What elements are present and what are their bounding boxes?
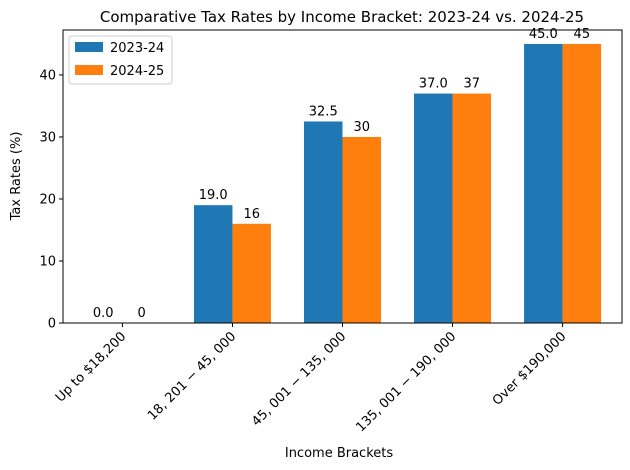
y-tick-label: 10: [39, 254, 56, 269]
data-label: 45: [574, 27, 591, 42]
x-tick-label: Up to $18,200: [53, 329, 129, 405]
y-tick-label: 40: [39, 68, 56, 83]
legend-swatch-2024-25: [75, 65, 103, 75]
data-label: 19.0: [199, 188, 228, 203]
x-axis-label: Income Brackets: [285, 446, 394, 461]
data-label: 37.0: [419, 77, 448, 92]
legend-label-2023-24: 2023-24: [110, 41, 164, 56]
y-tick-label: 20: [39, 192, 56, 207]
y-tick-label: 30: [39, 130, 56, 145]
bar-2023-24-1: [193, 205, 233, 323]
y-tick-label: 0: [48, 317, 56, 332]
legend: 2023-24 2024-25: [68, 35, 173, 85]
bar-2023-24-3: [414, 93, 453, 323]
legend-swatch-2023-24: [75, 42, 103, 52]
plot-frame: [62, 29, 623, 324]
bar-2024-25-2: [342, 136, 382, 323]
data-label: 0.0: [93, 306, 114, 321]
chart-title: Comparative Tax Rates by Income Bracket:…: [100, 8, 584, 26]
data-label: 30: [353, 120, 370, 135]
bar-2023-24-2: [303, 121, 343, 323]
y-axis-label: Tax Rates (%): [9, 132, 24, 222]
bar-2024-25-1: [232, 223, 271, 323]
data-label: 45.0: [529, 27, 558, 42]
bar-2023-24-4: [524, 43, 563, 323]
x-tick-label: 45, 001 − 135, 000: [249, 329, 349, 429]
data-label: 16: [243, 207, 260, 222]
bar-2024-25-3: [452, 93, 492, 323]
data-label: 32.5: [309, 104, 338, 119]
x-tick-label: 135, 001 − 190, 000: [353, 329, 459, 435]
legend-label-2024-25: 2024-25: [110, 64, 164, 79]
data-label: 37: [464, 77, 481, 92]
x-tick-label: 18, 201 − 45, 000: [145, 329, 239, 423]
data-label: 0: [138, 306, 146, 321]
x-tick-label: Over $190,000: [490, 329, 570, 409]
bar-2024-25-4: [562, 43, 602, 323]
